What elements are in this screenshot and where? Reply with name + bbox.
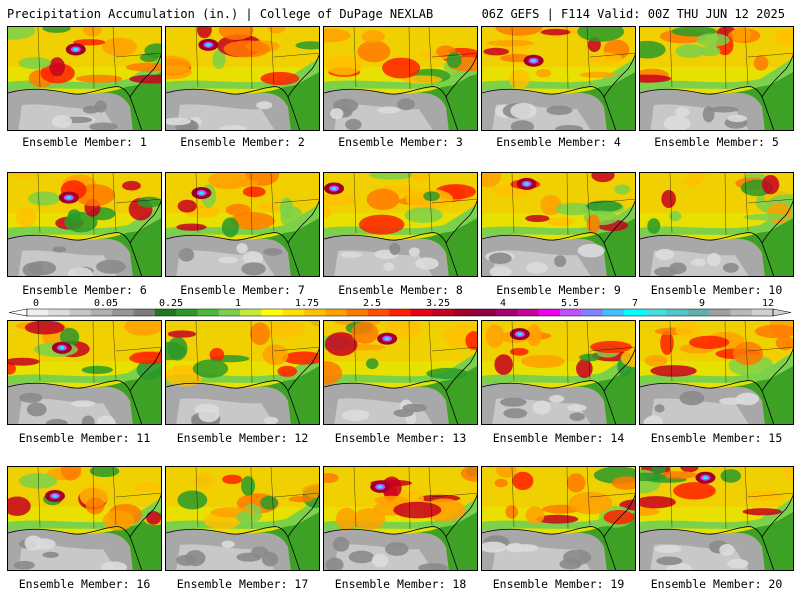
ensemble-member-label: Ensemble Member: 13 [334, 431, 467, 445]
ensemble-member-label: Ensemble Member: 16 [18, 577, 151, 591]
ensemble-member-label: Ensemble Member: 6 [22, 283, 147, 297]
colorbar-swatch [218, 309, 241, 316]
colorbar-swatch [410, 309, 433, 316]
colorbar-tick-label: 9 [699, 298, 705, 309]
ensemble-map-panel [323, 172, 478, 277]
run-valid-time: 06Z GEFS | F114 Valid: 00Z THU JUN 12 20… [481, 7, 785, 21]
colorbar-tick-label: 3.25 [426, 298, 450, 309]
colorbar-swatch [687, 309, 710, 316]
ensemble-member-label: Ensemble Member: 8 [338, 283, 463, 297]
colorbar-swatch [581, 309, 603, 316]
colorbar-swatch [751, 309, 774, 316]
ensemble-member-label: Ensemble Member: 12 [176, 431, 309, 445]
colorbar-swatch [453, 309, 475, 316]
colorbar-swatch [346, 309, 369, 316]
colorbar-swatch [133, 309, 156, 316]
ensemble-member-label: Ensemble Member: 7 [180, 283, 305, 297]
ensemble-member-label: Ensemble Member: 5 [654, 135, 779, 149]
colorbar-tick-label: 0.05 [94, 298, 118, 309]
colorbar-swatch [559, 309, 582, 316]
colorbar-swatch [27, 309, 49, 316]
colorbar-swatch [538, 309, 561, 316]
ensemble-member-label: Ensemble Member: 14 [492, 431, 625, 445]
colorbar-swatch [474, 309, 497, 316]
ensemble-map-panel [323, 320, 478, 425]
colorbar-swatch [325, 309, 348, 316]
chart-title: Precipitation Accumulation (in.) | Colle… [7, 7, 434, 21]
colorbar-swatch [623, 309, 646, 316]
colorbar-swatch [517, 309, 539, 316]
ensemble-member-label: Ensemble Member: 4 [496, 135, 621, 149]
ensemble-map-panel [165, 320, 320, 425]
colorbar-swatch [240, 309, 262, 316]
colorbar-tick-label: 7 [632, 298, 638, 309]
ensemble-map-panel [639, 320, 794, 425]
colorbar-swatch [261, 309, 284, 316]
ensemble-member-label: Ensemble Member: 20 [650, 577, 783, 591]
ensemble-member-label: Ensemble Member: 10 [650, 283, 783, 297]
colorbar-tick-label: 2.5 [363, 298, 381, 309]
ensemble-member-label: Ensemble Member: 3 [338, 135, 463, 149]
ensemble-map-panel [639, 26, 794, 131]
colorbar-swatch [645, 309, 667, 316]
ensemble-map-panel [639, 466, 794, 571]
colorbar-swatch [431, 309, 454, 316]
ensemble-member-label: Ensemble Member: 17 [176, 577, 309, 591]
ensemble-map-panel [7, 320, 162, 425]
colorbar-swatch [176, 309, 198, 316]
ensemble-map-panel [165, 466, 320, 571]
ensemble-map-panel [165, 172, 320, 277]
ensemble-map-panel [7, 172, 162, 277]
colorbar-tick-label: 12 [762, 298, 774, 309]
ensemble-member-label: Ensemble Member: 11 [18, 431, 151, 445]
ensemble-map-panel [323, 466, 478, 571]
colorbar-swatch [197, 309, 220, 316]
colorbar-swatch [48, 309, 70, 316]
ensemble-map-panel [7, 466, 162, 571]
ensemble-member-label: Ensemble Member: 18 [334, 577, 467, 591]
colorbar-swatch [368, 309, 390, 316]
colorbar-swatch [709, 309, 731, 316]
colorbar-swatch [154, 309, 177, 316]
colorbar-swatch [282, 309, 305, 316]
colorbar-tick-label: 4 [500, 298, 506, 309]
colorbar-swatch [389, 309, 411, 316]
ensemble-member-label: Ensemble Member: 15 [650, 431, 783, 445]
colorbar-swatch [666, 309, 689, 316]
ensemble-member-label: Ensemble Member: 1 [22, 135, 147, 149]
colorbar-tick-label: 0.25 [159, 298, 183, 309]
colorbar-swatch [602, 309, 625, 316]
ensemble-map-panel [481, 26, 636, 131]
ensemble-map-panel [7, 26, 162, 131]
ensemble-member-label: Ensemble Member: 19 [492, 577, 625, 591]
ensemble-map-panel [165, 26, 320, 131]
ensemble-map-panel [481, 172, 636, 277]
ensemble-map-panel [639, 172, 794, 277]
ensemble-map-panel [323, 26, 478, 131]
colorbar-swatch [495, 309, 518, 316]
ensemble-map-panel [481, 466, 636, 571]
ensemble-member-label: Ensemble Member: 9 [496, 283, 621, 297]
colorbar-swatch [304, 309, 326, 316]
colorbar-swatch [90, 309, 113, 316]
ensemble-member-label: Ensemble Member: 2 [180, 135, 305, 149]
colorbar-tick-label: 0 [33, 298, 39, 309]
colorbar-tick-label: 1.75 [295, 298, 319, 309]
colorbar-tick-label: 1 [235, 298, 241, 309]
ensemble-map-panel [481, 320, 636, 425]
colorbar-swatch [730, 309, 752, 316]
colorbar-swatch [69, 309, 92, 316]
colorbar-tick-label: 5.5 [561, 298, 579, 309]
precip-colorbar: 0 0.05 0.25 1 1.75 2.5 3.25 4 5.5 7 9 12 [8, 298, 792, 317]
colorbar-swatch [112, 309, 134, 316]
